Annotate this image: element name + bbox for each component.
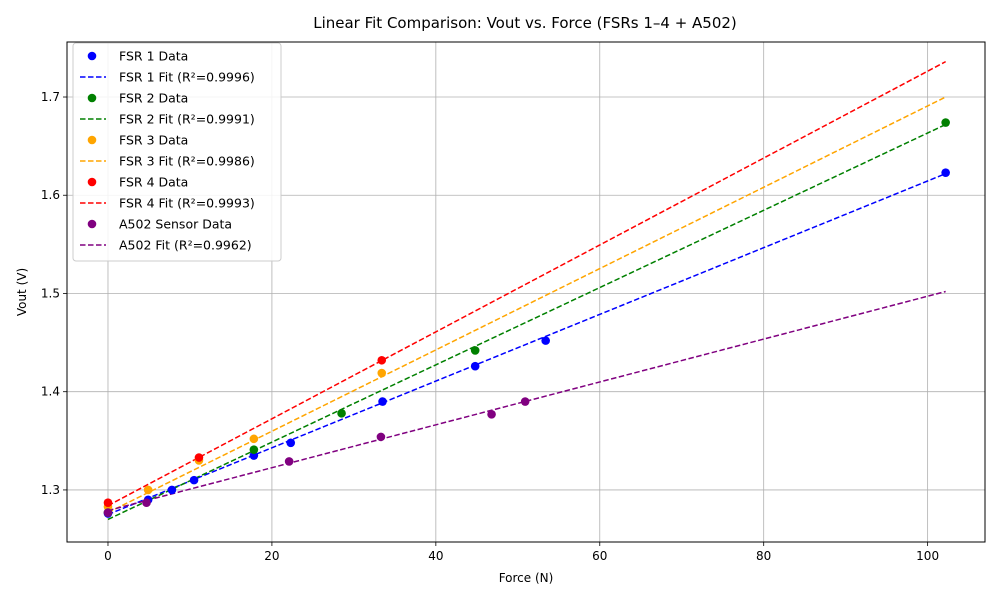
legend-label: A502 Fit (R²=0.9962) (119, 238, 252, 253)
fit-lines (107, 60, 947, 521)
legend-marker (87, 93, 97, 103)
legend-marker (87, 51, 97, 61)
data-point (941, 118, 950, 127)
data-point (941, 168, 950, 177)
data-point (249, 434, 259, 444)
chart-title: Linear Fit Comparison: Vout vs. Force (F… (313, 14, 737, 32)
data-point (249, 451, 259, 460)
legend-label: FSR 3 Fit (R²=0.9986) (119, 154, 255, 169)
data-point (520, 397, 530, 406)
legend-label: FSR 4 Fit (R²=0.9993) (119, 196, 255, 211)
legend-label: FSR 2 Fit (R²=0.9991) (119, 112, 255, 127)
data-point (337, 409, 346, 418)
data-point (377, 355, 387, 365)
x-tick-label: 80 (756, 549, 771, 563)
fit-line (107, 172, 946, 516)
x-tick-label: 60 (592, 549, 607, 563)
legend-box (72, 42, 282, 262)
fit-line (107, 96, 946, 514)
legend-marker (87, 219, 97, 229)
data-point (194, 453, 204, 462)
data-point (103, 498, 113, 508)
data-points (103, 118, 950, 518)
y-tick-label: 1.3 (41, 483, 60, 497)
y-axis-label: Vout (V) (15, 268, 29, 316)
y-tick-label: 1.5 (41, 286, 60, 300)
data-point (284, 457, 294, 466)
data-point (143, 485, 153, 495)
y-tick-label: 1.6 (41, 188, 60, 202)
legend-label: A502 Sensor Data (119, 217, 232, 232)
y-tick-label: 1.4 (41, 385, 60, 399)
x-tick-label: 100 (916, 549, 939, 563)
x-tick-label: 0 (104, 549, 112, 563)
data-point (142, 498, 151, 508)
legend: FSR 1 Data FSR 1 Fit (R²=0.9996) FSR 2 Dat… (72, 42, 282, 262)
plot-frame (66, 41, 986, 543)
data-point (377, 368, 387, 378)
data-point (470, 361, 480, 371)
data-point (286, 438, 296, 448)
fit-line (107, 123, 946, 521)
data-point (470, 346, 480, 355)
axis-ticks: 0 20 40 60 80 100 1.3 1.4 1.5 1.6 1.7 (41, 90, 939, 563)
legend-label: FSR 3 Data (119, 133, 188, 148)
legend-label: FSR 4 Data (119, 175, 188, 190)
fit-line (107, 60, 947, 507)
data-point (376, 432, 386, 442)
data-point (189, 475, 199, 485)
y-tick-label: 1.7 (41, 90, 60, 104)
legend-label: FSR 2 Data (119, 91, 188, 106)
x-tick-label: 40 (428, 549, 443, 563)
legend-label: FSR 1 Fit (R²=0.9996) (119, 70, 255, 85)
data-point (249, 445, 259, 454)
x-tick-label: 20 (264, 549, 279, 563)
data-point (167, 485, 177, 495)
data-point (487, 409, 496, 419)
x-axis-label: Force (N) (499, 571, 554, 585)
legend-marker (87, 135, 97, 145)
data-point (378, 397, 387, 406)
legend-marker (87, 177, 97, 187)
legend-label: FSR 1 Data (119, 49, 188, 64)
data-point (541, 336, 550, 345)
data-point (103, 508, 113, 517)
